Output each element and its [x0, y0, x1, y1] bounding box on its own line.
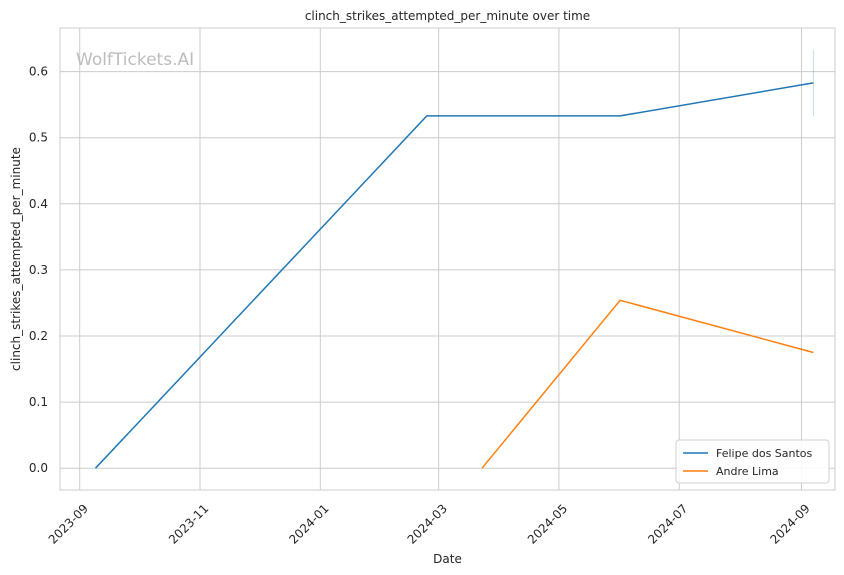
series-layer — [94, 49, 814, 469]
y-tick-label: 0.5 — [29, 131, 48, 145]
plot-frame — [59, 27, 836, 491]
legend-label: Felipe dos Santos — [716, 447, 813, 460]
series-line — [94, 82, 814, 469]
y-axis-ticks: 0.0 0.1 0.2 0.3 0.4 0.5 0.6 — [29, 65, 48, 476]
y-tick-label: 0.2 — [29, 329, 48, 343]
y-tick-label: 0.6 — [29, 65, 48, 79]
x-axis-title: Date — [433, 552, 462, 566]
y-tick-label: 0.1 — [29, 395, 48, 409]
y-tick-label: 0.0 — [29, 461, 48, 475]
legend-box — [675, 439, 830, 484]
series-line — [481, 299, 814, 469]
legend: Felipe dos Santos Andre Lima — [675, 439, 830, 484]
plot-area — [60, 28, 835, 490]
chart-title: clinch_strikes_attempted_per_minute over… — [305, 9, 590, 23]
y-axis-title: clinch_strikes_attempted_per_minute — [9, 147, 23, 371]
y-tick-label: 0.3 — [29, 263, 48, 277]
y-tick-label: 0.4 — [29, 197, 48, 211]
grid — [60, 28, 835, 490]
legend-label: Andre Lima — [716, 465, 779, 478]
watermark: WolfTickets.AI — [76, 50, 194, 70]
